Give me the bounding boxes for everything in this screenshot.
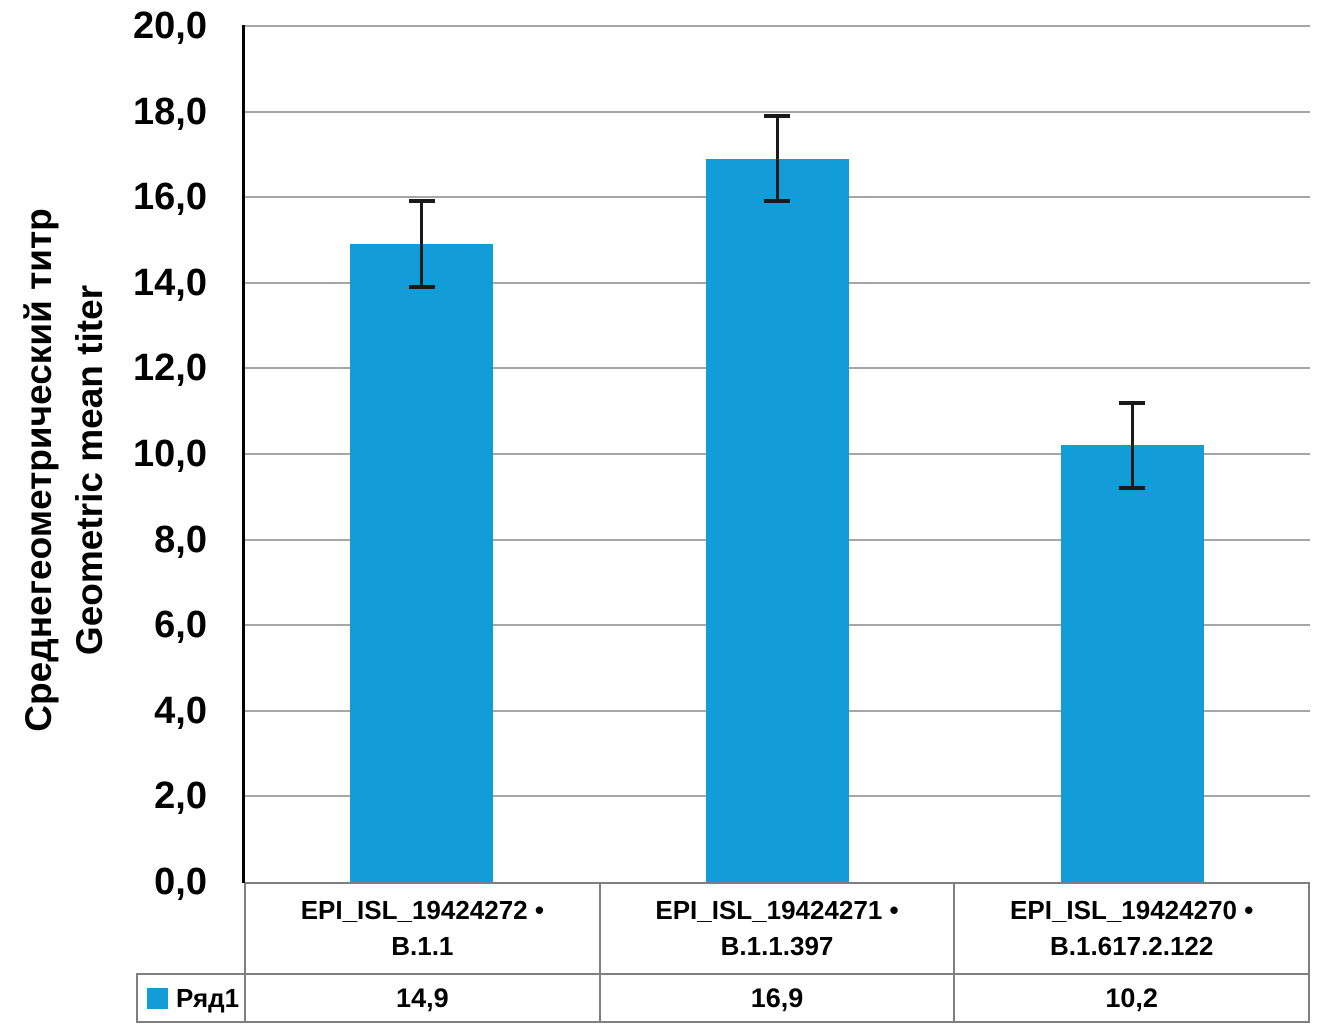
series-name: Ряд1 <box>176 982 240 1013</box>
error-bar-line <box>420 201 424 288</box>
category-cell: EPI_ISL_19424271 • B.1.1.397 <box>598 884 954 973</box>
error-bar-bottom-cap <box>408 285 435 290</box>
gridline <box>244 25 1310 27</box>
y-tick-label: 14,0 <box>133 261 207 304</box>
category-line2: B.1.617.2.122 <box>1050 931 1214 961</box>
y-tick-label: 4,0 <box>154 689 207 732</box>
y-tick-label: 12,0 <box>133 347 207 390</box>
category-line1: EPI_ISL_19424271 • <box>655 895 899 925</box>
series-color-swatch-icon <box>147 987 168 1009</box>
error-bar-bottom-cap <box>764 199 790 204</box>
value-cell: 10,2 <box>953 975 1308 1021</box>
y-tick-label: 0,0 <box>154 861 207 903</box>
bar <box>350 244 494 882</box>
error-bar-line <box>775 115 779 202</box>
y-tick-label: 18,0 <box>133 90 207 133</box>
y-tick-label: 10,0 <box>133 433 207 475</box>
error-bar-line <box>1130 402 1134 489</box>
error-bar-top-cap <box>764 113 790 118</box>
value-cell: 16,9 <box>598 975 954 1021</box>
bar <box>705 158 849 882</box>
category-cell: EPI_ISL_19424272 • B.1.1 <box>246 884 599 973</box>
bar <box>1060 445 1204 882</box>
category-line1: EPI_ISL_19424272 • <box>300 895 544 925</box>
error-bar-bottom-cap <box>1119 486 1146 491</box>
y-tick-label: 6,0 <box>154 604 207 647</box>
y-axis-line <box>242 25 245 883</box>
gridline <box>244 110 1310 113</box>
y-tick-label: 16,0 <box>133 176 207 219</box>
category-cell: EPI_ISL_19424270 • B.1.617.2.122 <box>953 884 1308 973</box>
category-line2: B.1.1.397 <box>720 931 834 961</box>
legend-cell: Ряд1 <box>136 973 246 1023</box>
y-tick-label: 8,0 <box>154 518 207 561</box>
error-bar-top-cap <box>408 199 435 204</box>
category-line2: B.1.1 <box>391 931 454 961</box>
category-line1: EPI_ISL_19424270 • <box>1010 895 1254 925</box>
value-cell: 14,9 <box>396 983 449 1013</box>
error-bar-top-cap <box>1119 400 1146 405</box>
category-header-row: EPI_ISL_19424272 • B.1.1 EPI_ISL_19424271 … <box>244 882 1310 975</box>
y-tick-label: 2,0 <box>154 775 207 818</box>
y-tick-label: 20,0 <box>133 5 207 47</box>
data-table-value-row: 14,9 16,9 10,2 <box>244 973 1310 1023</box>
